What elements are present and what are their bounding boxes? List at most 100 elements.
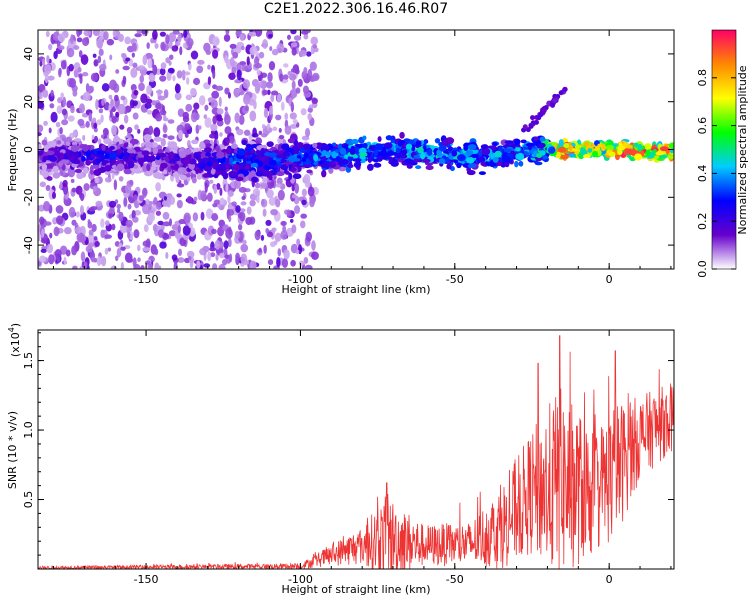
- band-blob: [376, 156, 383, 162]
- noise-blob: [210, 252, 216, 258]
- band-blob: [75, 159, 81, 165]
- band-blob: [266, 141, 274, 148]
- band-blob: [152, 171, 162, 179]
- noise-blob: [71, 187, 77, 193]
- noise-blob: [97, 55, 102, 64]
- band-blob: [306, 169, 313, 174]
- noise-blob: [160, 41, 166, 51]
- noise-blob: [307, 107, 313, 113]
- band-blob: [288, 155, 296, 163]
- band-blob: [609, 140, 614, 145]
- band-blob: [480, 144, 488, 150]
- noise-blob: [305, 231, 313, 242]
- noise-blob: [292, 118, 298, 125]
- band-blob: [387, 150, 394, 156]
- noise-blob: [270, 90, 279, 96]
- noise-blob: [277, 248, 282, 257]
- noise-blob: [155, 182, 162, 192]
- band-blob: [539, 136, 546, 142]
- noise-blob: [74, 226, 82, 234]
- snr-xtick-label: -100: [288, 573, 313, 586]
- noise-blob: [47, 75, 55, 81]
- noise-blob: [40, 248, 47, 254]
- noise-blob: [217, 226, 225, 237]
- noise-blob: [113, 94, 119, 102]
- band-blob: [224, 162, 232, 169]
- svg-text:(x104): (x104): [7, 323, 22, 357]
- band-blob: [422, 158, 431, 163]
- noise-blob: [111, 115, 117, 124]
- noise-blob: [68, 77, 77, 88]
- noise-blob: [305, 266, 309, 269]
- band-blob: [169, 151, 175, 159]
- noise-blob: [167, 135, 175, 140]
- noise-blob: [176, 193, 182, 198]
- noise-blob: [193, 196, 198, 202]
- colorbar-tick-label: 0.4: [696, 165, 709, 183]
- band-blob: [164, 147, 170, 154]
- band-blob: [100, 153, 106, 161]
- noise-blob: [176, 183, 185, 188]
- noise-blob: [144, 102, 152, 109]
- noise-blob: [79, 192, 85, 202]
- band-blob: [98, 166, 107, 173]
- noise-blob: [75, 211, 80, 218]
- noise-blob: [278, 128, 282, 133]
- band-blob: [41, 163, 48, 170]
- noise-blob: [281, 258, 289, 269]
- noise-blob: [307, 113, 312, 121]
- band-blob: [568, 153, 576, 158]
- noise-blob: [38, 260, 42, 267]
- noise-blob: [295, 68, 300, 75]
- band-blob: [335, 155, 341, 163]
- band-blob: [438, 158, 446, 164]
- noise-blob: [132, 100, 138, 107]
- noise-blob: [92, 185, 99, 190]
- band-blob: [178, 167, 183, 175]
- streak-blob: [530, 115, 536, 121]
- noise-blob: [133, 229, 140, 239]
- noise-blob: [238, 223, 243, 231]
- noise-blob: [163, 196, 168, 201]
- snr-scale-base: (x10: [9, 332, 22, 357]
- noise-blob: [266, 189, 274, 199]
- band-blob: [476, 151, 483, 156]
- noise-blob: [153, 127, 161, 138]
- band-blob: [292, 173, 302, 180]
- noise-blob: [83, 30, 92, 37]
- noise-blob: [249, 199, 256, 207]
- spectrogram-xtick-label: -50: [446, 273, 464, 286]
- noise-blob: [283, 63, 289, 68]
- noise-blob: [142, 247, 151, 252]
- noise-blob: [228, 72, 236, 81]
- noise-blob: [182, 225, 191, 236]
- band-blob: [478, 171, 486, 176]
- noise-blob: [253, 99, 257, 110]
- noise-blob: [294, 183, 300, 194]
- noise-blob: [256, 195, 260, 204]
- noise-blob: [211, 228, 217, 235]
- band-blob: [183, 158, 190, 165]
- band-blob: [101, 144, 106, 152]
- noise-blob: [111, 124, 117, 136]
- chart-title: C2E1.2022.306.16.46.R07: [263, 1, 449, 17]
- noise-blob: [203, 263, 211, 268]
- noise-blob: [96, 119, 102, 126]
- snr-xtick-label: 0: [606, 573, 613, 586]
- noise-blob: [108, 200, 117, 208]
- noise-blob: [215, 253, 219, 261]
- band-blob: [198, 142, 206, 150]
- noise-blob: [145, 238, 151, 249]
- noise-blob: [291, 184, 295, 192]
- band-blob: [608, 151, 616, 157]
- noise-blob: [239, 33, 245, 42]
- noise-blob: [280, 230, 288, 240]
- band-blob: [123, 148, 129, 155]
- noise-blob: [279, 73, 284, 82]
- noise-blob: [148, 72, 156, 83]
- colorbar: [711, 29, 737, 270]
- noise-blob: [122, 65, 130, 71]
- band-blob: [538, 142, 546, 148]
- noise-blob: [156, 201, 162, 211]
- noise-blob: [199, 247, 207, 256]
